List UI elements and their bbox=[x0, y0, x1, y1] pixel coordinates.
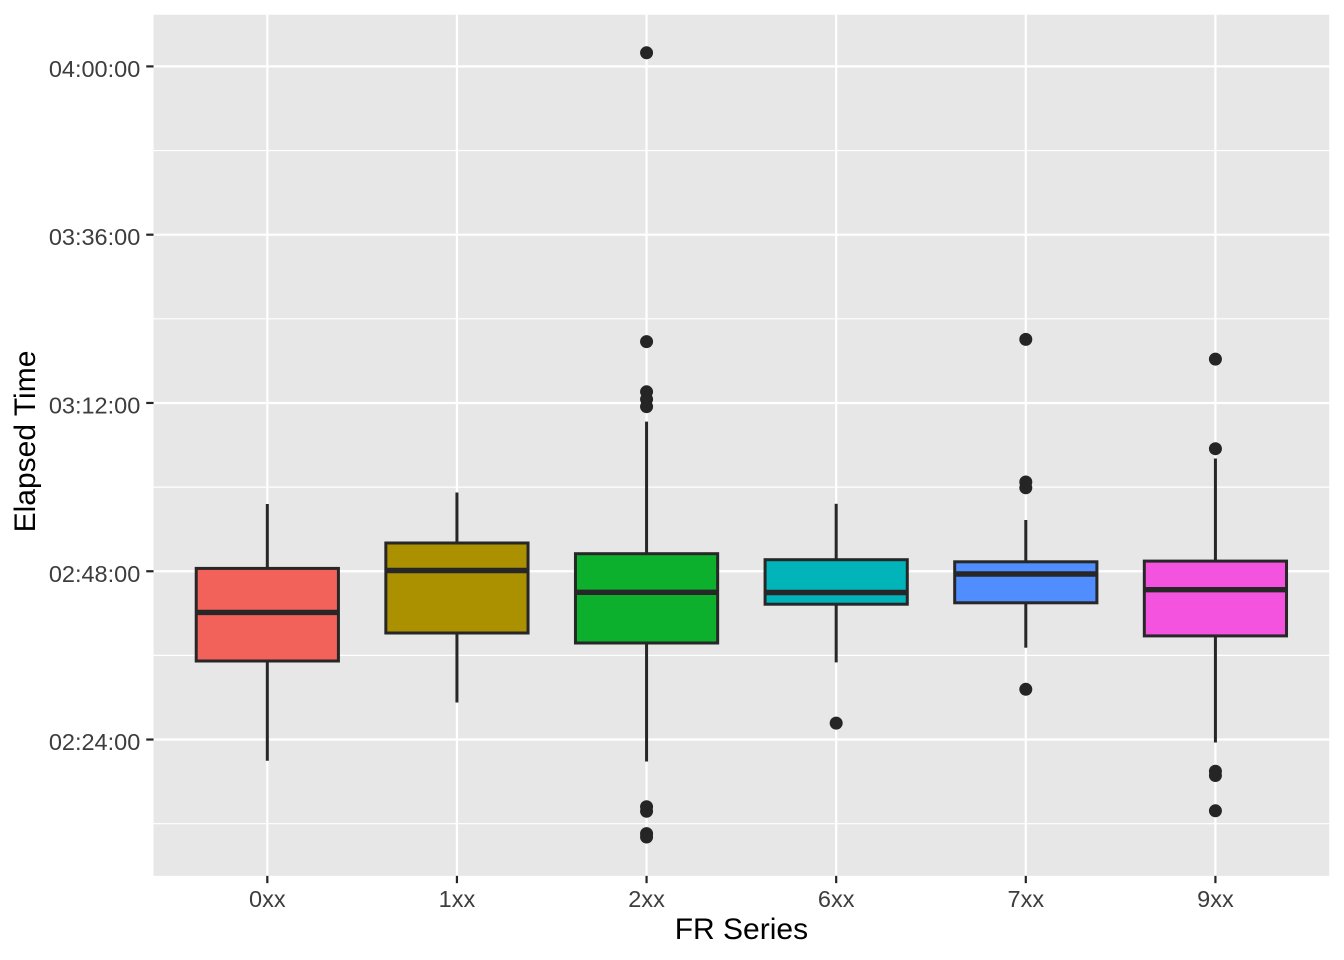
svg-text:Elapsed Time: Elapsed Time bbox=[9, 351, 42, 533]
svg-text:02:48:00: 02:48:00 bbox=[49, 561, 140, 587]
svg-text:02:24:00: 02:24:00 bbox=[49, 729, 140, 755]
svg-text:03:36:00: 03:36:00 bbox=[49, 224, 140, 250]
svg-text:1xx: 1xx bbox=[439, 886, 476, 912]
svg-text:03:12:00: 03:12:00 bbox=[49, 393, 140, 419]
svg-text:6xx: 6xx bbox=[818, 886, 855, 912]
svg-text:04:00:00: 04:00:00 bbox=[49, 56, 140, 82]
svg-text:0xx: 0xx bbox=[249, 886, 286, 912]
svg-text:2xx: 2xx bbox=[628, 886, 665, 912]
svg-text:FR Series: FR Series bbox=[675, 913, 808, 946]
svg-text:9xx: 9xx bbox=[1197, 886, 1234, 912]
svg-text:7xx: 7xx bbox=[1008, 886, 1045, 912]
